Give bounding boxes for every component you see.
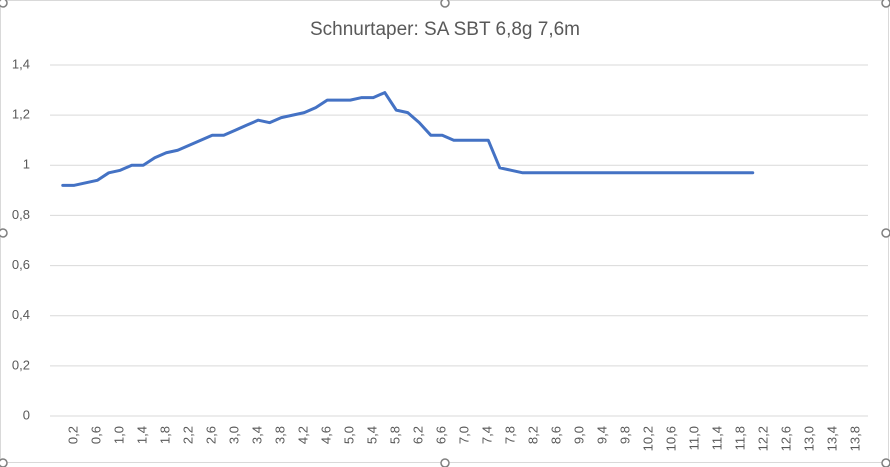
x-tick-label: 9,4 xyxy=(595,426,610,444)
x-tick-label: 9,0 xyxy=(572,426,587,444)
x-tick-label: 7,8 xyxy=(503,426,518,444)
x-tick-label: 7,4 xyxy=(480,426,495,444)
x-tick-label: 4,6 xyxy=(319,426,334,444)
x-tick-label: 5,8 xyxy=(388,426,403,444)
x-tick-label: 2,2 xyxy=(181,426,196,444)
x-tick-label: 8,6 xyxy=(549,426,564,444)
x-tick-label: 7,0 xyxy=(457,426,472,444)
x-tick-label: 5,4 xyxy=(365,426,380,444)
x-tick-label: 13,4 xyxy=(825,426,840,451)
x-tick-label: 1,8 xyxy=(158,426,173,444)
x-tick-label: 6,2 xyxy=(411,426,426,444)
x-tick-label: 8,2 xyxy=(526,426,541,444)
x-tick-label: 3,4 xyxy=(250,426,265,444)
y-tick-label: 0,8 xyxy=(12,207,30,222)
chart-title: Schnurtaper: SA SBT 6,8g 7,6m xyxy=(310,19,580,40)
line xyxy=(61,91,755,187)
x-tick-label: 0,2 xyxy=(66,426,81,444)
y-tick-label: 0,6 xyxy=(12,257,30,272)
x-tick-label: 4,2 xyxy=(296,426,311,444)
y-tick-label: 1,4 xyxy=(12,56,30,71)
y-tick-label: 0 xyxy=(23,407,30,422)
x-tick-label: 10,2 xyxy=(641,426,656,451)
y-tick-label: 0,2 xyxy=(12,357,30,372)
x-tick-label: 12,2 xyxy=(756,426,771,451)
x-tick-label: 2,6 xyxy=(204,426,219,444)
x-tick-label: 9,8 xyxy=(618,426,633,444)
x-tick-label: 13,0 xyxy=(802,426,817,451)
x-tick-label: 6,6 xyxy=(434,426,449,444)
x-tick-label: 3,0 xyxy=(227,426,242,444)
y-tick-label: 1 xyxy=(23,157,30,172)
x-tick-label: 0,6 xyxy=(89,426,104,444)
x-tick-label: 11,8 xyxy=(733,426,748,450)
x-tick-label: 1,0 xyxy=(112,426,127,444)
x-tick-label: 11,0 xyxy=(687,426,702,450)
x-tick-label: 5,0 xyxy=(342,426,357,444)
x-tick-label: 1,4 xyxy=(135,426,150,444)
x-tick-label: 13,8 xyxy=(848,426,863,451)
x-tick-label: 11,4 xyxy=(710,426,725,450)
x-tick-label: 12,6 xyxy=(779,426,794,451)
y-tick-label: 0,4 xyxy=(12,307,30,322)
x-tick-label: 3,8 xyxy=(273,426,288,444)
y-tick-label: 1,2 xyxy=(12,107,30,122)
x-tick-label: 10,6 xyxy=(664,426,679,451)
